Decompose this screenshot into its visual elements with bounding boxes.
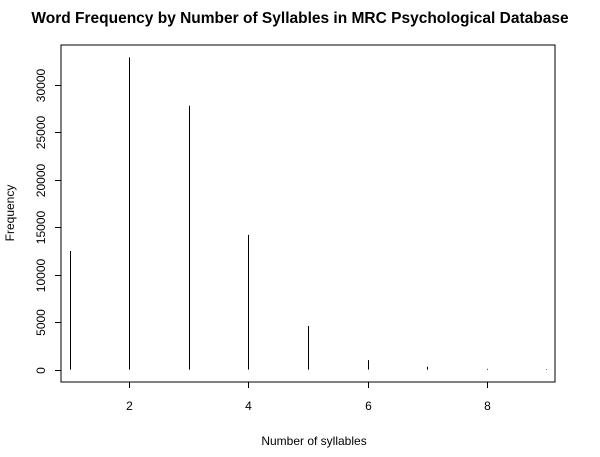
y-axis-label: Frequency [3,185,17,242]
y-tick-label: 0 [34,367,48,374]
y-tick-label: 5000 [34,309,48,336]
bars [70,57,547,370]
x-axis: 2 4 6 8 [126,382,491,413]
y-tick-label: 10000 [34,258,48,292]
y-axis: 0 5000 10000 15000 20000 25000 30000 [34,68,61,374]
y-tick-label: 25000 [34,115,48,149]
x-tick-label: 8 [484,399,491,413]
x-tick-label: 4 [245,399,252,413]
plot-frame [60,44,556,383]
x-tick-label: 6 [365,399,372,413]
y-tick-label: 15000 [34,210,48,244]
y-tick-label: 30000 [34,68,48,102]
y-tick-label: 20000 [34,163,48,197]
x-axis-label: Number of syllables [261,434,366,448]
x-tick-label: 2 [126,399,133,413]
chart-title: Word Frequency by Number of Syllables in… [31,10,569,27]
